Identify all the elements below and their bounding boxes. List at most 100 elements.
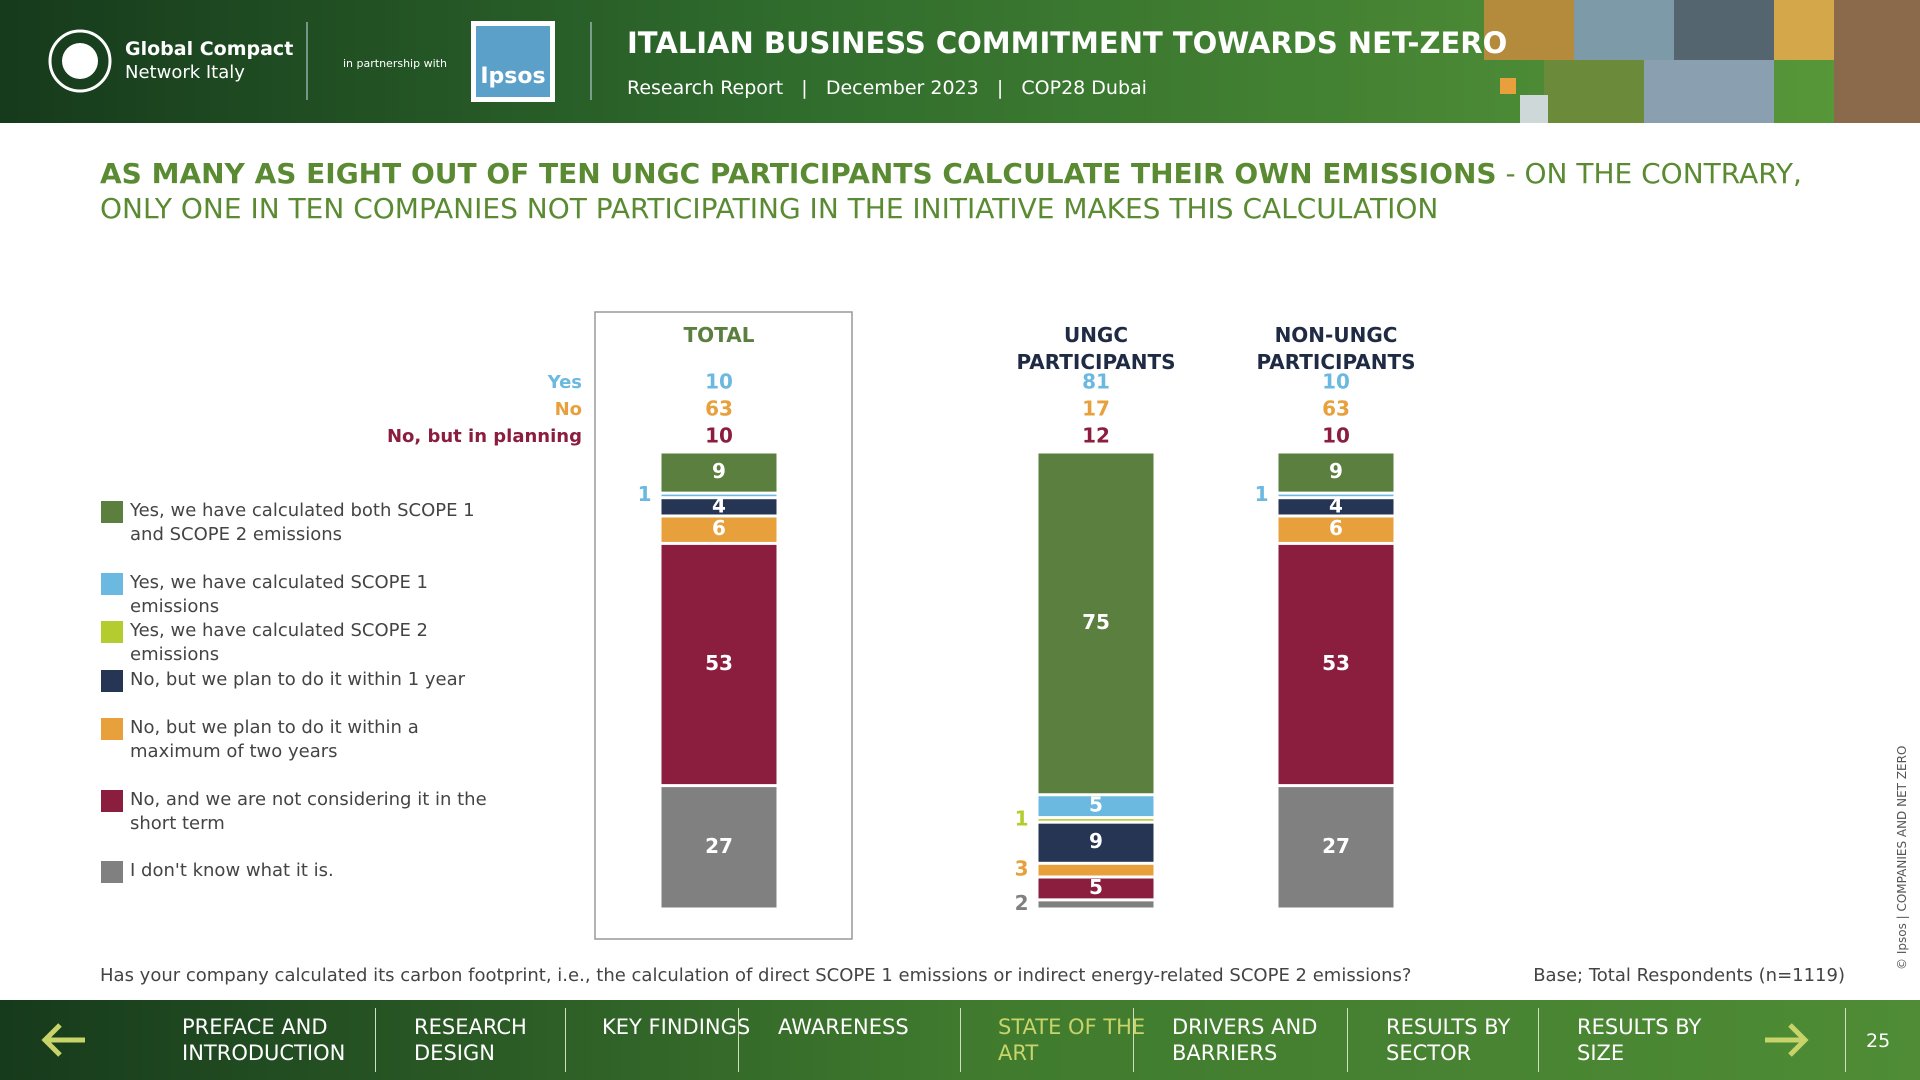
legend-swatch <box>101 718 123 740</box>
nav-item[interactable]: DRIVERS AND BARRIERS <box>1172 1015 1318 1065</box>
bar-segment <box>661 787 777 908</box>
nav-separator <box>375 1008 376 1072</box>
bar-segment <box>1278 544 1394 785</box>
copyright: © Ipsos | COMPANIES AND NET ZERO <box>1895 745 1909 970</box>
nav-arrows <box>41 1023 1809 1057</box>
headline-bold: AS MANY AS EIGHT OUT OF TEN UNGC PARTICI… <box>100 157 1497 190</box>
summary-label: Yes <box>547 372 582 393</box>
legend-label: I don't know what it is. <box>130 860 334 881</box>
nav-item[interactable]: STATE OF THE ART <box>998 1015 1146 1065</box>
nav-separator <box>1347 1008 1348 1072</box>
report-title: ITALIAN BUSINESS COMMITMENT TOWARDS NET-… <box>627 26 1508 60</box>
nav-separator <box>1133 1008 1134 1072</box>
summary-value: 10 <box>705 424 733 448</box>
question: Has your company calculated its carbon f… <box>100 965 1412 986</box>
data-label: 6 <box>1329 516 1343 540</box>
summary-value: 12 <box>1082 424 1110 448</box>
data-label: 5 <box>1089 793 1103 817</box>
nav-item[interactable]: RESULTS BY SECTOR <box>1386 1015 1511 1065</box>
legend-swatch <box>101 573 123 595</box>
headline: AS MANY AS EIGHT OUT OF TEN UNGC PARTICI… <box>100 156 1820 226</box>
legend-label: Yes, we have calculated SCOPE 1 emission… <box>130 572 429 617</box>
data-label: 2 <box>1015 891 1029 915</box>
subtitle-part: COP28 Dubai <box>1021 77 1147 99</box>
bar-segment <box>1038 796 1154 817</box>
subtitle-part: Research Report <box>627 77 784 99</box>
data-label: 27 <box>705 834 733 858</box>
legend-swatch <box>101 670 123 692</box>
headline-rest: - ON THE CONTRARY, ONLY ONE IN TEN COMPA… <box>100 157 1802 225</box>
subtitle-part: December 2023 <box>825 77 979 99</box>
org-name: Global Compact <box>125 38 294 60</box>
nav-item[interactable]: KEY FINDINGS <box>602 1015 751 1039</box>
data-label: 9 <box>712 459 726 483</box>
column-header: UNGC PARTICIPANTS <box>1016 323 1176 374</box>
bar-segment <box>1278 787 1394 908</box>
summary-label: No, but in planning <box>387 426 582 447</box>
bar-segment <box>1278 453 1394 492</box>
bar-segment <box>661 544 777 785</box>
data-label: 6 <box>712 516 726 540</box>
bar-segment <box>661 499 777 515</box>
data-label: 3 <box>1015 857 1029 881</box>
data-label: 4 <box>1329 493 1343 517</box>
legend-swatch <box>101 621 123 643</box>
partnership: in partnership with <box>343 57 447 70</box>
prev-arrow[interactable] <box>41 1023 85 1057</box>
base-note: Base; Total Respondents (n=1119) <box>1533 965 1845 986</box>
bar-segment <box>1038 453 1154 794</box>
org-subname: Network Italy <box>125 62 245 83</box>
legend-swatch <box>101 790 123 812</box>
bar-segment <box>1278 517 1394 542</box>
legend-label: Yes, we have calculated both SCOPE 1 and… <box>130 500 475 545</box>
nav-separator <box>565 1008 566 1072</box>
header-art <box>48 0 1920 123</box>
data-label: 27 <box>1322 834 1350 858</box>
nav-separator <box>1538 1008 1539 1072</box>
bar-segment <box>661 453 777 492</box>
legend-swatch <box>101 861 123 883</box>
summary-value: 10 <box>1322 370 1350 394</box>
bar-segment <box>1038 864 1154 876</box>
partner-logo: Ipsos <box>480 64 546 89</box>
data-label: 53 <box>1322 651 1350 675</box>
summary-value: 81 <box>1082 370 1110 394</box>
legend-swatch <box>101 501 123 523</box>
data-label: 1 <box>1255 482 1269 506</box>
summary-value: 17 <box>1082 397 1110 421</box>
column-header: TOTAL <box>683 323 755 347</box>
bar-segment <box>1278 494 1394 497</box>
nav-separator <box>1845 1008 1846 1072</box>
data-label: 53 <box>705 651 733 675</box>
bar-segment <box>1038 823 1154 862</box>
page-number: 25 <box>1866 1030 1891 1052</box>
data-label: 1 <box>638 482 652 506</box>
report-subtitle: Research Report | December 2023 | COP28 … <box>627 77 1147 99</box>
nav-item[interactable]: AWARENESS <box>778 1015 909 1039</box>
column-header: NON-UNGC PARTICIPANTS <box>1256 323 1416 374</box>
nav-item[interactable]: RESULTS BY SIZE <box>1577 1015 1702 1065</box>
summary-value: 63 <box>1322 397 1350 421</box>
nav-separator <box>960 1008 961 1072</box>
summary-value: 63 <box>705 397 733 421</box>
data-label: 5 <box>1089 875 1103 899</box>
nav-separator <box>738 1008 739 1072</box>
nav-item[interactable]: RESEARCH DESIGN <box>414 1015 527 1065</box>
nav-item[interactable]: PREFACE AND INTRODUCTION <box>182 1015 346 1065</box>
legend-label: No, and we are not considering it in the… <box>130 789 487 834</box>
data-label: 1 <box>1015 806 1029 830</box>
next-arrow[interactable] <box>1765 1023 1809 1057</box>
data-label: 75 <box>1082 610 1110 634</box>
bar-segment <box>1038 878 1154 899</box>
bar-segment <box>1038 901 1154 908</box>
data-label: 9 <box>1329 459 1343 483</box>
bar-segment <box>1038 819 1154 821</box>
legend-label: No, but we plan to do it within 1 year <box>130 669 466 690</box>
summary-value: 10 <box>705 370 733 394</box>
bar-segment <box>661 494 777 497</box>
legend-label: No, but we plan to do it within a maximu… <box>130 717 419 762</box>
bar-segment <box>1278 499 1394 515</box>
legend-label: Yes, we have calculated SCOPE 2 emission… <box>130 620 429 665</box>
